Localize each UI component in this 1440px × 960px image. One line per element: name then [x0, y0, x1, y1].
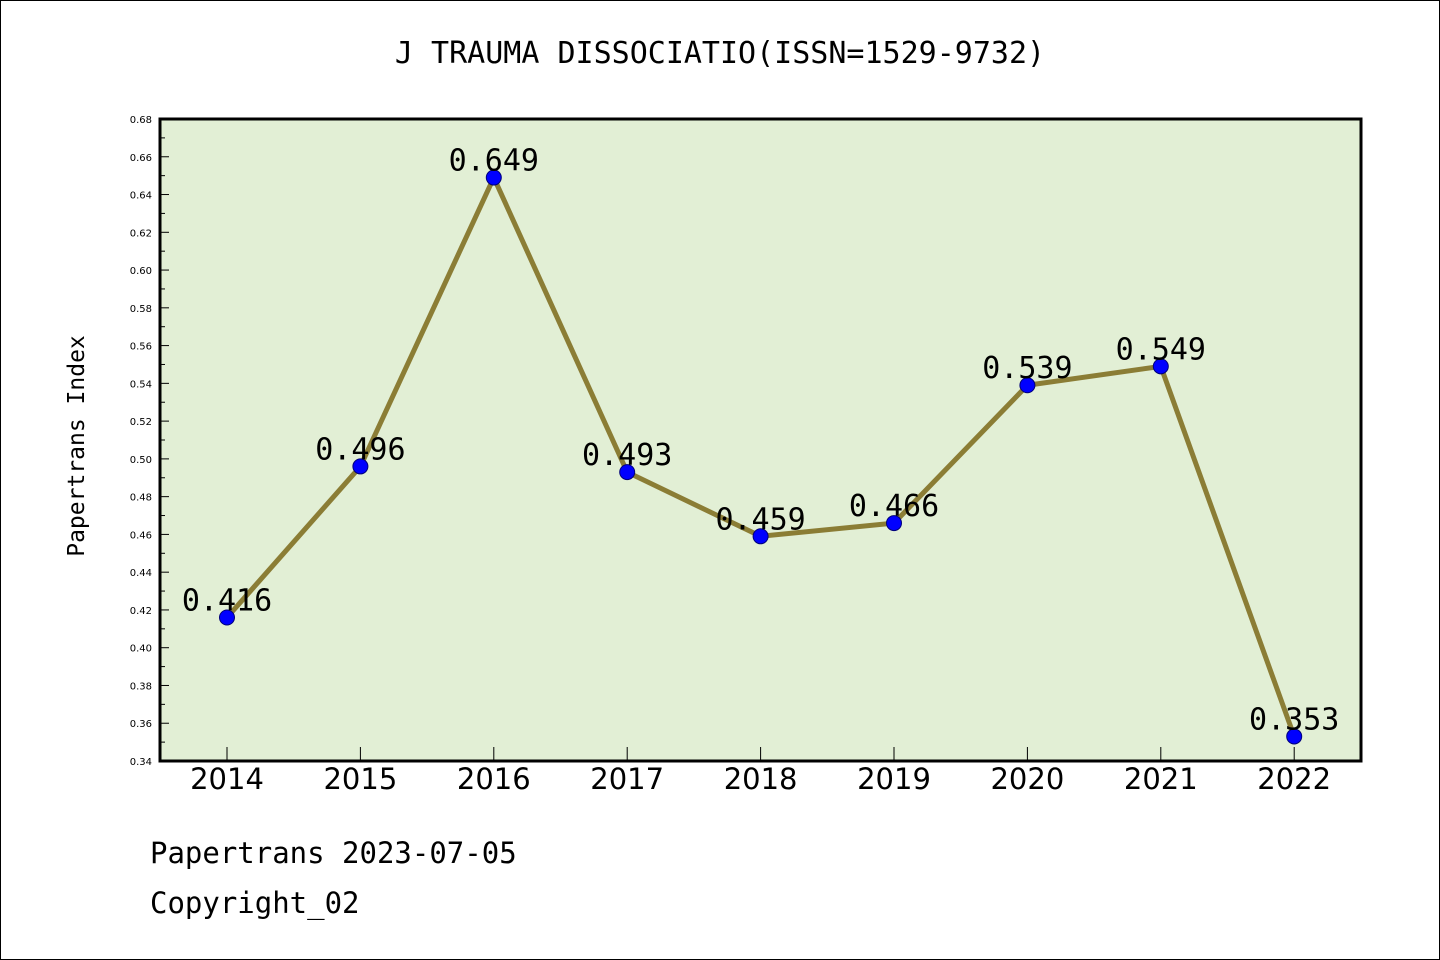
- data-point: [752, 528, 769, 545]
- x-axis-ticks: 2014 2015 2016 2017 2018 2019 2020 2021 2022: [190, 747, 1331, 796]
- y-axis-title: Papertrans Index: [64, 335, 90, 557]
- y-tick-label: 0.38: [130, 681, 152, 692]
- x-tick-label: 2014: [190, 762, 264, 796]
- data-label: 0.459: [715, 502, 805, 537]
- x-tick-label: 2018: [724, 762, 798, 796]
- y-tick-label: 0.48: [130, 493, 152, 504]
- plot-area: [158, 117, 1363, 763]
- y-tick-label: 0.44: [130, 568, 152, 579]
- y-tick-label: 0.68: [130, 115, 152, 126]
- data-label: 0.549: [1116, 332, 1206, 367]
- x-tick-label: 2020: [990, 762, 1064, 796]
- y-tick-label: 0.56: [130, 342, 152, 353]
- data-label: 0.416: [182, 583, 272, 618]
- y-tick-label: 0.40: [130, 644, 152, 655]
- data-label: 0.353: [1249, 702, 1339, 737]
- y-tick-label: 0.58: [130, 304, 152, 315]
- data-points: [219, 169, 1303, 745]
- data-label: 0.539: [982, 351, 1072, 386]
- data-point: [352, 458, 369, 475]
- data-labels: 0.416 0.496 0.649 0.493 0.459 0.466 0.539 0.549…: [182, 144, 1340, 738]
- footer-date: Papertrans 2023-07-05: [150, 836, 517, 870]
- chart-title: J TRAUMA DISSOCIATIO(ISSN=1529-9732): [394, 36, 1046, 71]
- data-point: [619, 464, 636, 481]
- data-point: [485, 169, 502, 186]
- data-label: 0.496: [315, 432, 405, 467]
- x-tick-label: 2022: [1257, 762, 1331, 796]
- y-tick-label: 0.34: [130, 757, 152, 768]
- x-tick-label: 2017: [590, 762, 664, 796]
- data-label: 0.493: [582, 438, 672, 473]
- y-tick-label: 0.36: [130, 719, 152, 730]
- data-label: 0.649: [449, 144, 539, 179]
- data-label: 0.466: [849, 489, 939, 524]
- data-point: [219, 609, 235, 626]
- footer-copyright: Copyright_02: [150, 886, 360, 920]
- data-point: [1152, 358, 1169, 375]
- y-tick-label: 0.46: [130, 530, 152, 541]
- y-tick-label: 0.66: [130, 153, 152, 164]
- y-tick-label: 0.52: [130, 417, 152, 428]
- y-tick-label: 0.64: [130, 191, 152, 202]
- x-tick-label: 2016: [457, 762, 531, 796]
- x-tick-label: 2019: [857, 762, 931, 796]
- y-axis-ticks: 0.34 0.36 0.38 0.40 0.42 0.44 0.46 0.48 0.50 0.52…: [130, 115, 169, 768]
- data-point: [1019, 377, 1036, 394]
- data-point: [1286, 728, 1303, 745]
- data-point: [886, 515, 902, 532]
- y-tick-label: 0.42: [130, 606, 152, 617]
- x-tick-label: 2021: [1124, 762, 1198, 796]
- y-tick-label: 0.50: [130, 455, 152, 466]
- y-tick-label: 0.54: [130, 379, 152, 390]
- x-tick-label: 2015: [323, 762, 397, 796]
- y-tick-label: 0.60: [130, 266, 152, 277]
- y-tick-label: 0.62: [130, 228, 152, 239]
